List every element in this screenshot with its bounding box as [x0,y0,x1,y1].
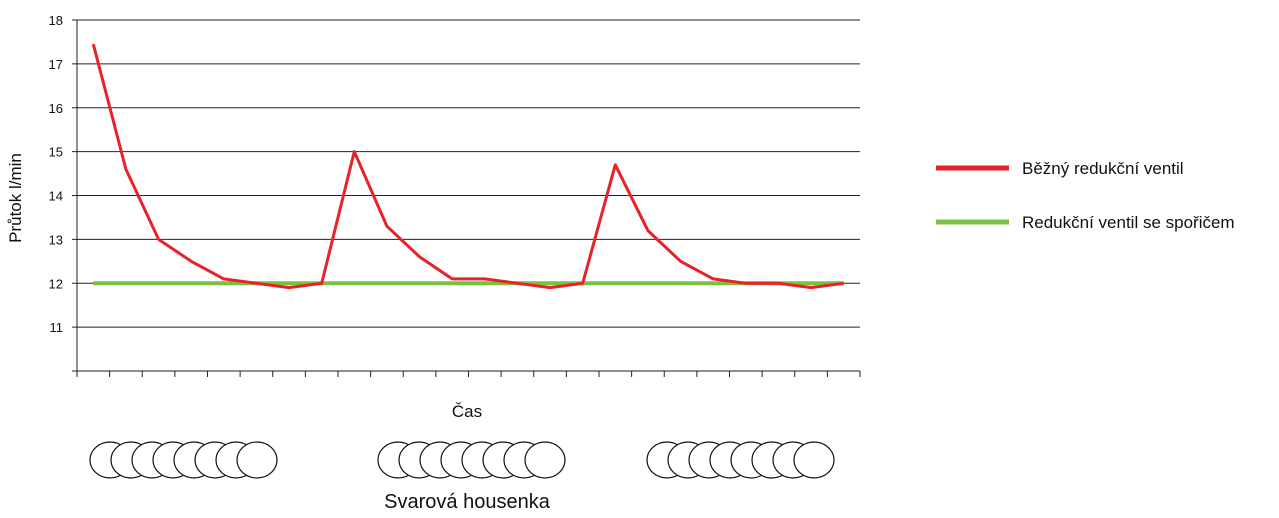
y-tick-label: 18 [49,13,63,28]
weld-bead [236,441,278,479]
gridlines [77,19,860,328]
y-tick-label: 12 [49,276,63,291]
y-tick-label: 16 [49,101,63,116]
weld-bead-label: Svarová housenka [384,491,551,513]
weld-bead [524,441,566,479]
y-tick-label: 17 [49,57,63,72]
y-tick-label: 11 [50,320,64,335]
y-tick-label: 15 [49,145,63,160]
weld-bead-illustration [89,441,835,479]
y-tick-label: 13 [49,232,63,247]
y-axis-title: Průtok l/min [6,153,25,243]
legend-label-series-2: Redukční ventil se spořičem [1022,213,1235,232]
series-line-1 [91,43,844,290]
legend-label-series-1: Běžný redukční ventil [1022,159,1184,178]
x-axis-title: Čas [452,402,482,421]
series-lines [91,43,844,290]
legend: Běžný redukční ventil Redukční ventil se… [936,159,1235,232]
axes: 11 12 13 14 15 16 17 18 [49,13,861,377]
weld-bead [793,441,835,479]
y-tick-label: 14 [49,189,63,204]
